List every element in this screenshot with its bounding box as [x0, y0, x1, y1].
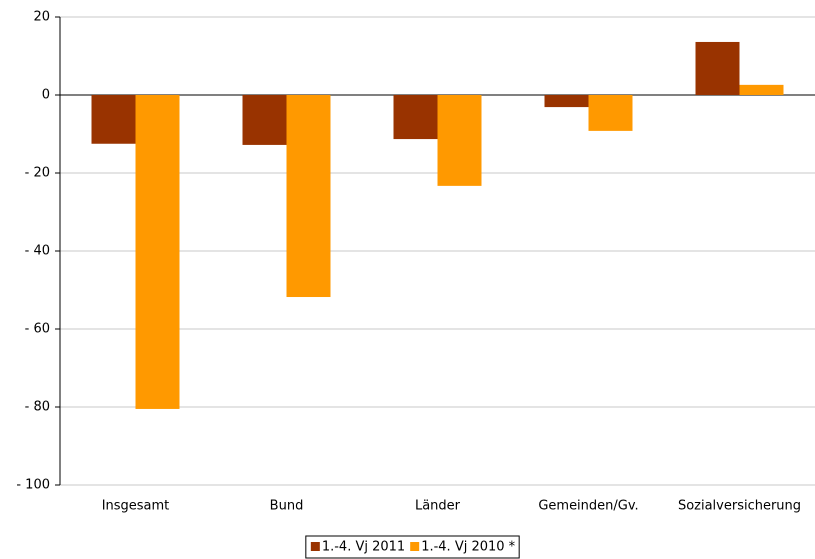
bar — [739, 84, 784, 95]
y-tick-label: - 60 — [25, 322, 50, 337]
x-tick-label: Bund — [270, 499, 304, 514]
legend-label: 1.-4. Vj 2011 — [322, 540, 405, 555]
x-tick-label: Insgesamt — [102, 499, 170, 514]
y-tick-label: - 40 — [25, 244, 50, 259]
legend-swatch — [310, 542, 320, 551]
legend-swatch — [410, 542, 420, 551]
bar — [135, 95, 180, 409]
y-tick-label: - 100 — [16, 478, 50, 493]
y-tick-label: 0 — [42, 88, 50, 103]
bar — [544, 95, 589, 108]
x-tick-label: Länder — [415, 499, 461, 514]
bar — [393, 95, 438, 140]
x-tick-label: Sozialversicherung — [678, 499, 801, 514]
bar — [695, 41, 740, 95]
y-tick-label: - 80 — [25, 400, 50, 415]
bar — [91, 95, 136, 144]
bar — [242, 95, 287, 145]
x-tick-label: Gemeinden/Gv. — [538, 499, 638, 514]
legend-label: 1.-4. Vj 2010 * — [421, 540, 515, 555]
bar — [437, 95, 482, 186]
y-tick-label: - 20 — [25, 166, 50, 181]
y-tick-label: 20 — [33, 10, 50, 25]
bar — [286, 95, 331, 298]
bar — [588, 95, 633, 131]
